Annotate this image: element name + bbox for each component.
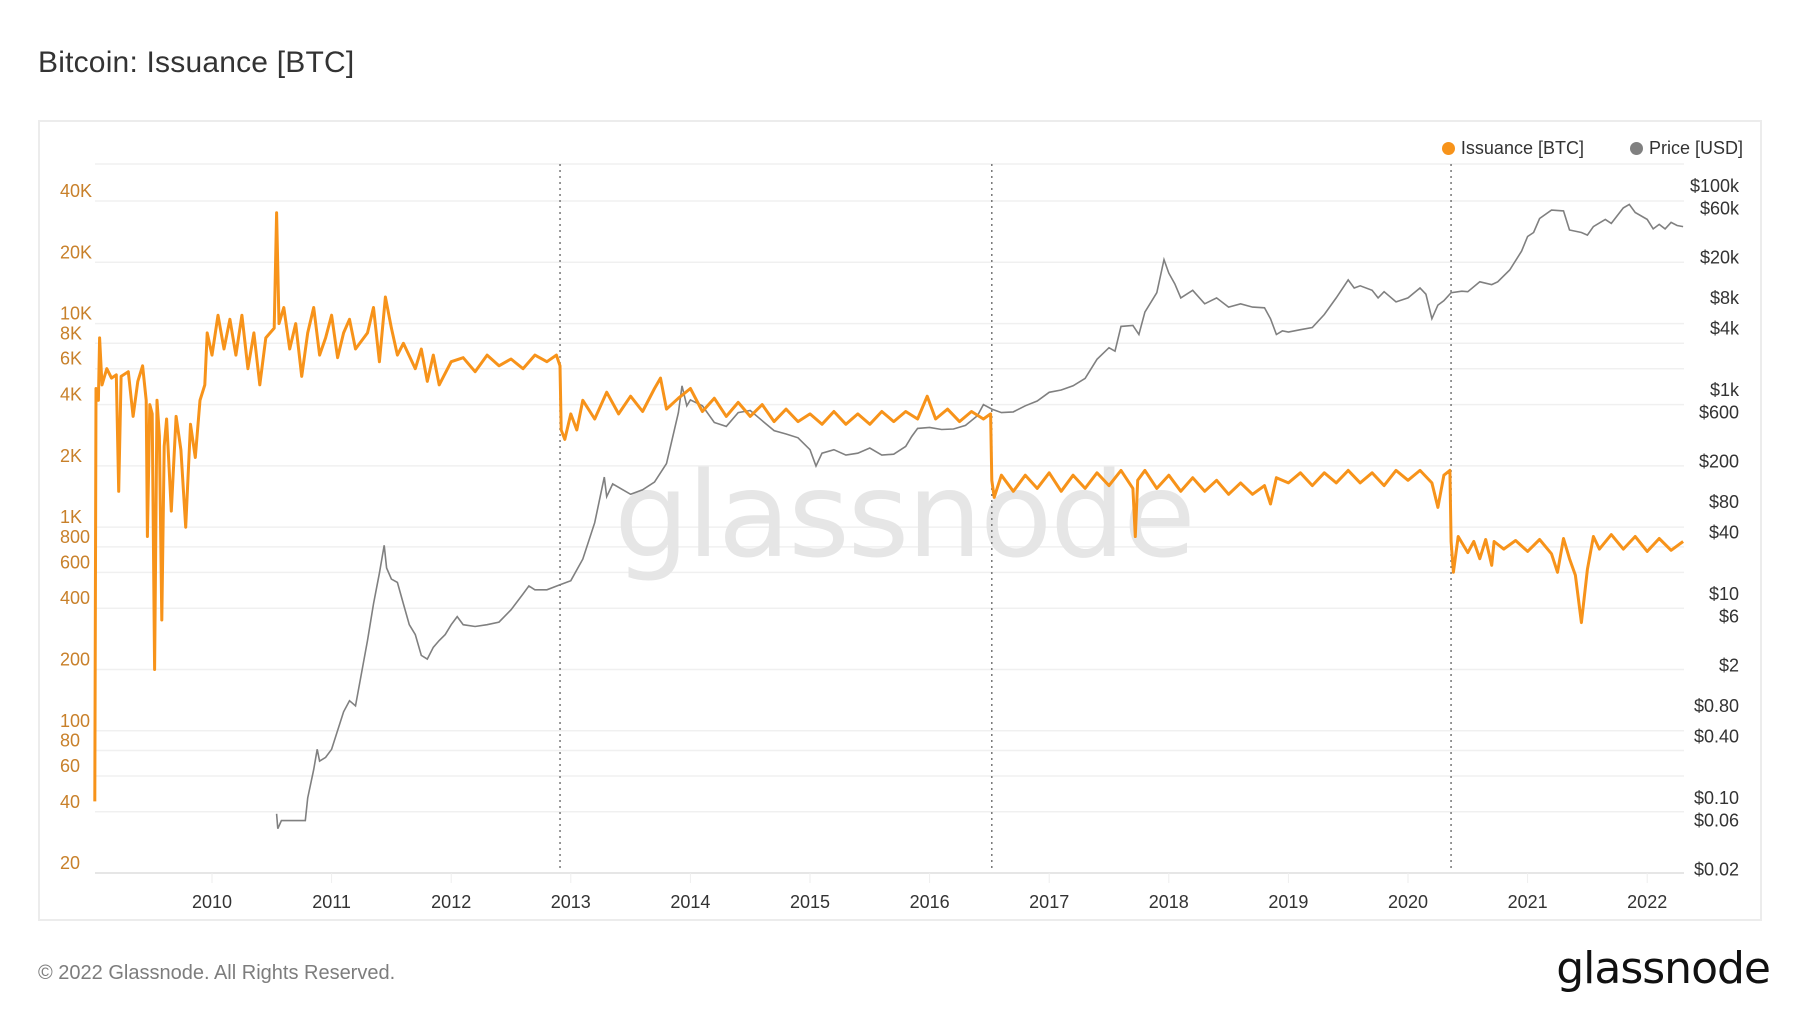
x-axis-tick-label: 2022 [1627, 892, 1667, 912]
right-y-axis: $100k $60k $20k $8k $4k $1k $600 $200 $80 $40 $10 $… [1690, 176, 1740, 879]
legend-label: Issuance [BTC] [1460, 138, 1584, 158]
x-axis-tick-label: 2010 [192, 892, 232, 912]
x-axis-tick-label: 2020 [1388, 892, 1428, 912]
left-axis-tick-label: 600 [60, 552, 90, 572]
watermark: glassnode [614, 446, 1193, 584]
right-axis-tick-label: $100k [1690, 176, 1740, 196]
x-axis-tick-label: 2015 [790, 892, 830, 912]
right-axis-tick-label: $60k [1700, 199, 1740, 219]
right-axis-tick-label: $0.80 [1694, 696, 1739, 716]
right-axis-tick-label: $40 [1709, 523, 1739, 543]
left-axis-tick-label: 6K [60, 349, 82, 369]
left-axis-tick-label: 40K [60, 181, 92, 201]
right-axis-tick-label: $0.02 [1694, 859, 1739, 879]
chart-legend: Issuance [BTC] Price [USD] [1441, 138, 1743, 159]
left-axis-tick-label: 100 [60, 711, 90, 731]
left-axis-tick-label: 400 [60, 588, 90, 608]
left-axis-tick-label: 20K [60, 242, 92, 262]
copyright-text: © 2022 Glassnode. All Rights Reserved. [38, 962, 396, 984]
x-axis-tick-label: 2016 [910, 892, 950, 912]
x-axis-tick-label: 2021 [1508, 892, 1548, 912]
right-axis-tick-label: $1k [1710, 380, 1740, 400]
x-axis-tick-label: 2014 [670, 892, 710, 912]
x-axis-tick-label: 2013 [551, 892, 591, 912]
right-axis-tick-label: $10 [1709, 584, 1739, 604]
left-axis-tick-label: 8K [60, 323, 82, 343]
circle-dot-icon [1441, 142, 1455, 155]
x-axis: 2010 2011 2012 2013 2014 2015 2016 2017 2018 2019… [95, 872, 1684, 912]
page-title: Bitcoin: Issuance [BTC] [38, 46, 355, 79]
legend-item-issuance[interactable]: Issuance [BTC] [1441, 138, 1584, 159]
right-axis-tick-label: $80 [1709, 492, 1739, 512]
glassnode-logo[interactable]: glassnode [1556, 943, 1771, 994]
right-axis-tick-label: $8k [1710, 288, 1740, 308]
legend-item-price[interactable]: Price [USD] [1629, 138, 1743, 159]
x-axis-tick-label: 2012 [431, 892, 471, 912]
right-axis-tick-label: $2 [1719, 655, 1739, 675]
chart-container [38, 120, 1762, 921]
left-axis-tick-label: 4K [60, 385, 82, 405]
left-axis-tick-label: 80 [60, 731, 80, 751]
x-axis-tick-label: 2011 [312, 892, 351, 912]
right-axis-tick-label: $6 [1719, 607, 1739, 627]
left-axis-tick-label: 200 [60, 649, 90, 669]
left-axis-tick-label: 60 [60, 756, 80, 776]
right-axis-tick-label: $0.06 [1694, 811, 1739, 831]
circle-dot-icon [1629, 142, 1643, 155]
right-axis-tick-label: $0.10 [1694, 788, 1739, 808]
left-axis-tick-label: 2K [60, 446, 82, 466]
x-axis-tick-label: 2019 [1268, 892, 1308, 912]
right-axis-tick-label: $0.40 [1694, 727, 1739, 747]
right-axis-tick-label: $200 [1699, 451, 1739, 471]
issuance-series-line [93, 211, 1684, 802]
right-axis-tick-label: $4k [1710, 319, 1740, 339]
right-axis-tick-label: $20k [1700, 247, 1740, 267]
left-axis-tick-label: 1K [60, 507, 82, 527]
price-series-line [275, 203, 1684, 830]
x-axis-tick-label: 2017 [1029, 892, 1069, 912]
legend-label: Price [USD] [1648, 138, 1743, 158]
x-axis-tick-label: 2018 [1149, 892, 1189, 912]
left-axis-tick-label: 10K [60, 304, 92, 324]
left-axis-tick-label: 800 [60, 527, 90, 547]
right-axis-tick-label: $600 [1699, 403, 1739, 423]
left-axis-tick-label: 40 [60, 792, 80, 812]
left-axis-tick-label: 20 [60, 853, 80, 873]
